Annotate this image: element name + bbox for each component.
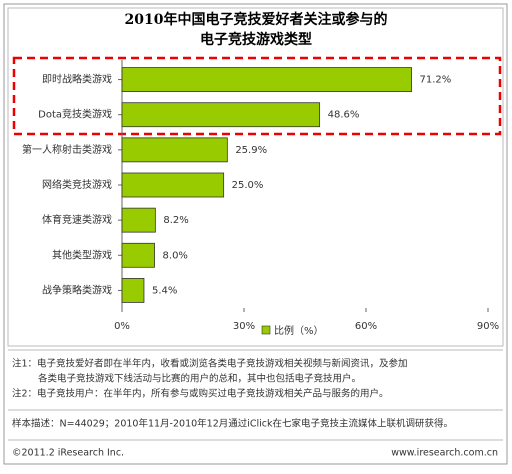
- sample: 样本描述：N=44029；2010年11月-2010年12月通过iClick在七…: [12, 418, 453, 430]
- bar: [121, 102, 321, 128]
- value-label: 8.0%: [163, 250, 188, 261]
- x-tick-label: 90%: [477, 321, 499, 332]
- y-tick-label: 即时战略类游戏: [42, 73, 112, 86]
- chart-title: 2010年中国电子竞技爱好者关注或参与的: [125, 11, 388, 28]
- bar: [121, 278, 145, 303]
- note: 各类电子竞技游戏下线活动与比赛的用户的总和，其中也包括电子竞技用户。: [38, 373, 361, 385]
- chart-frame: [7, 7, 504, 347]
- note: 注2：电子竞技用户：在半年内，所有参与或购买过电子竞技游戏相关产品与服务的用户。: [12, 388, 389, 400]
- bar: [121, 207, 156, 233]
- value-label: 25.9%: [235, 145, 267, 156]
- y-tick-label: 其他类型游戏: [52, 248, 112, 261]
- y-tick-label: 战争策略类游戏: [42, 283, 112, 296]
- copyright: ©2011.2 iResearch Inc.: [12, 448, 124, 459]
- value-label: 71.2%: [420, 75, 452, 86]
- bar: [121, 242, 155, 268]
- x-tick-label: 30%: [233, 321, 255, 332]
- value-label: 5.4%: [152, 285, 177, 296]
- x-tick-label: 60%: [355, 321, 377, 332]
- url: www.iresearch.com.cn: [391, 448, 498, 459]
- value-label: 48.6%: [328, 110, 360, 121]
- y-tick-label: 网络类竞技游戏: [42, 178, 112, 191]
- y-tick-label: Dota竞技类游戏: [38, 108, 112, 121]
- note: 注1：电子竞技爱好者即在半年内，收看或浏览各类电子竞技游戏相关视频与新闻资讯，及…: [12, 358, 408, 370]
- legend-label: 比例（%）: [274, 324, 324, 337]
- bar: [121, 172, 225, 198]
- x-tick-label: 0%: [114, 321, 130, 332]
- bar: [121, 137, 228, 163]
- highlight-box: [12, 56, 502, 136]
- legend-swatch: [261, 325, 271, 335]
- y-tick-label: 第一人称射击类游戏: [22, 143, 112, 156]
- value-label: 25.0%: [232, 180, 264, 191]
- bar: [121, 67, 412, 92]
- chart-title: 电子竞技游戏类型: [200, 31, 312, 48]
- y-tick-label: 体育竞速类游戏: [42, 213, 112, 226]
- value-label: 8.2%: [163, 215, 188, 226]
